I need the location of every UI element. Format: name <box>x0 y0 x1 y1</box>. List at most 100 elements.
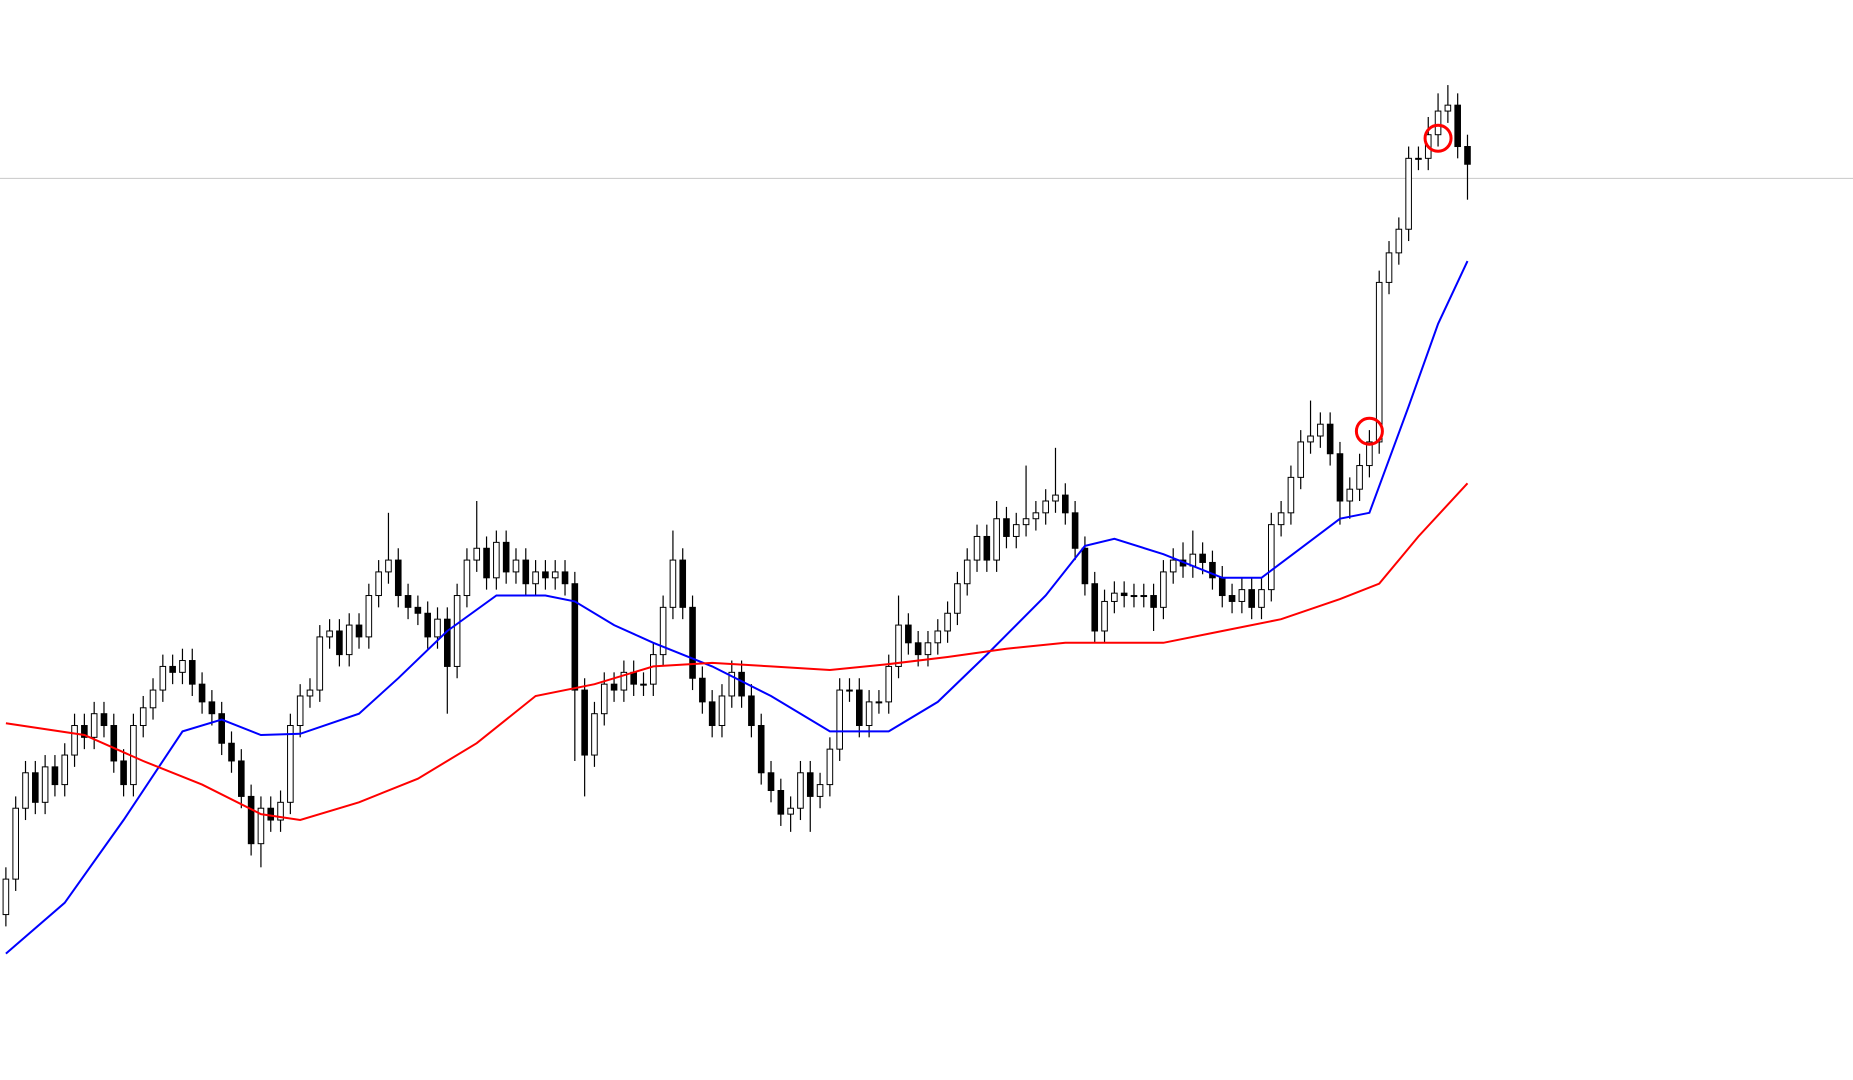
candle-body <box>1120 592 1128 597</box>
candle-body <box>1228 595 1236 602</box>
candle-body <box>188 660 196 685</box>
candle-body <box>640 683 647 686</box>
candle-body <box>110 725 118 762</box>
candle-body <box>806 772 814 797</box>
candle-body <box>650 654 657 685</box>
candle-body <box>81 725 88 738</box>
candle-body <box>1464 146 1471 165</box>
candle-body <box>1405 157 1412 230</box>
candle-body <box>120 760 127 786</box>
candle-body <box>610 683 618 691</box>
candle-body <box>1395 228 1403 254</box>
candle-body <box>689 606 696 679</box>
candle-body <box>1111 592 1118 602</box>
candle-body <box>708 701 716 727</box>
candle-body <box>1287 476 1295 514</box>
candle-body <box>493 541 500 579</box>
candle-body <box>757 725 765 774</box>
candle-body <box>1238 589 1246 602</box>
candle-body <box>1356 465 1363 490</box>
candle-body <box>483 547 490 579</box>
candle-body <box>836 689 843 750</box>
candle-body <box>1003 518 1010 537</box>
candle-body <box>718 695 726 727</box>
candle-body <box>591 713 598 756</box>
candle-body <box>885 665 893 703</box>
candle-body <box>502 541 510 573</box>
candle-body <box>434 618 441 638</box>
candle-body <box>1434 110 1442 136</box>
candle-body <box>1012 524 1020 537</box>
candle-body <box>336 630 343 656</box>
candle-body <box>414 606 422 614</box>
candle-body <box>816 784 824 797</box>
marker-circle <box>1423 123 1453 153</box>
candle-body <box>287 725 294 803</box>
candle-body <box>973 535 981 561</box>
candle-body <box>748 695 755 727</box>
candle-body <box>394 559 402 597</box>
candle-body <box>865 701 873 727</box>
candle-body <box>1022 518 1030 526</box>
candle-body <box>767 772 775 792</box>
candle-body <box>473 547 481 561</box>
candle-body <box>581 689 588 756</box>
candle-body <box>22 772 29 809</box>
marker-circle <box>1354 416 1384 446</box>
candle-body <box>296 695 304 727</box>
candle-body <box>669 559 677 608</box>
candle-body <box>1169 559 1177 573</box>
candle-body <box>365 595 373 638</box>
candle-body <box>679 559 687 608</box>
candle-body <box>228 742 235 762</box>
candle-body <box>1101 600 1108 632</box>
candle-body <box>954 583 961 614</box>
candle-body <box>512 559 520 573</box>
candle-body <box>532 571 539 585</box>
candle-body <box>198 683 206 703</box>
candle-body <box>1218 577 1226 597</box>
candle-body <box>1042 500 1049 514</box>
candle-body <box>1052 494 1059 502</box>
candle-body <box>463 559 471 597</box>
candle-body <box>1032 512 1040 520</box>
candle-body <box>159 665 167 691</box>
candle-body <box>238 760 245 797</box>
candle-body <box>179 660 186 673</box>
candle-body <box>944 612 951 632</box>
candle-body <box>90 713 98 738</box>
candle-body <box>561 571 569 585</box>
candle-body <box>1415 157 1422 160</box>
candle-body <box>208 701 216 715</box>
candle-body <box>1062 494 1069 514</box>
candle-body <box>1385 252 1393 283</box>
candle-body <box>1346 488 1354 502</box>
candle-body <box>71 725 78 756</box>
candle-body <box>826 748 834 786</box>
candle-body <box>924 642 932 656</box>
candle-body <box>12 807 19 880</box>
candle-body <box>453 595 461 667</box>
candle-body <box>247 795 255 845</box>
candle-body <box>914 642 922 656</box>
candle-body <box>1317 423 1324 437</box>
candle-body <box>1444 104 1452 112</box>
candle-body <box>2 878 10 916</box>
candle-body <box>777 790 785 815</box>
candle-body <box>1091 583 1099 632</box>
candle-body <box>385 559 392 573</box>
candle-body <box>1160 571 1167 608</box>
candle-body <box>699 677 706 703</box>
candle-body <box>600 683 608 715</box>
moving-average-line <box>5 482 1469 822</box>
candle-body <box>1336 453 1344 502</box>
candle-body <box>934 630 942 644</box>
candle-body <box>375 571 382 597</box>
candle-body <box>963 559 971 585</box>
candle-body <box>787 807 794 815</box>
candle-body <box>51 766 59 786</box>
candle-body <box>32 772 39 803</box>
candle-body <box>993 518 1000 561</box>
